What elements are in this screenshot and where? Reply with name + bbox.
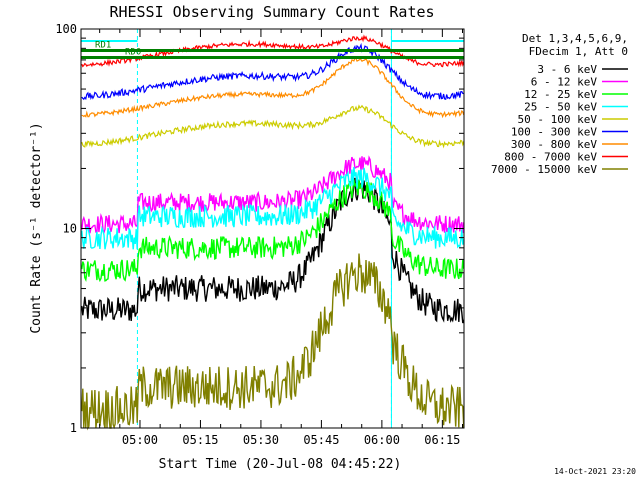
legend-entry-label: 300 - 800 keV [511,138,597,151]
legend-header: FDecim 1, Att 0 [529,45,628,58]
series-line-3-6-kev [81,177,465,324]
legend-entry-label: 6 - 12 keV [531,76,598,89]
series-line-7000-15000-kev [81,253,465,431]
legend-entry-label: 7000 - 15000 keV [491,163,597,176]
x-tick-label: 05:30 [243,433,279,447]
y-axis-label: Count Rate (s⁻¹ detector⁻¹) [29,122,44,333]
legend-entry-label: 800 - 7000 keV [504,151,597,164]
series-line-50-100-kev [81,104,465,149]
chart-title: RHESSI Observing Summary Count Rates [109,3,434,21]
y-tick-label: 10 [63,222,77,236]
x-tick-label: 05:15 [182,433,218,447]
x-tick-label: 05:45 [303,433,339,447]
legend-entry-label: 25 - 50 keV [524,101,597,114]
series-line-6-12-kev [81,155,465,235]
series-line-800-7000-kev [81,34,465,68]
axes: 1 10 100 05:00 05:15 05:30 05:45 06:00 06:15 [55,22,464,447]
legend-entry-label: 12 - 25 keV [524,88,597,101]
series-line-100-300-kev [81,42,464,101]
legend-entry-label: 50 - 100 keV [518,113,598,126]
x-tick-label: 06:15 [424,433,460,447]
x-tick-label: 05:00 [122,433,158,447]
y-tick-label: 100 [55,22,77,36]
legend-entry-label: 3 - 6 keV [537,63,597,76]
series-line-25-50-kev [81,166,465,250]
flag-label-rd1: RD1 [95,41,111,51]
legend-entry-label: 100 - 300 keV [511,126,597,139]
y-tick-label: 1 [70,421,77,435]
legend-header: Det 1,3,4,5,6,9, [522,32,628,45]
legend: Det 1,3,4,5,6,9,FDecim 1, Att 0 3 - 6 keV… [491,32,628,176]
x-tick-label: 06:00 [364,433,400,447]
series-line-300-800-kev [81,56,465,119]
timestamp: 14-Oct-2021 23:20 [554,467,636,476]
plot-area: RD0 RD1 [80,29,465,431]
series-line-12-25-kev [81,179,465,283]
x-axis-label: Start Time (20-Jul-08 04:45:22) [159,457,402,472]
flag-label-rd0: RD0 [125,47,141,57]
